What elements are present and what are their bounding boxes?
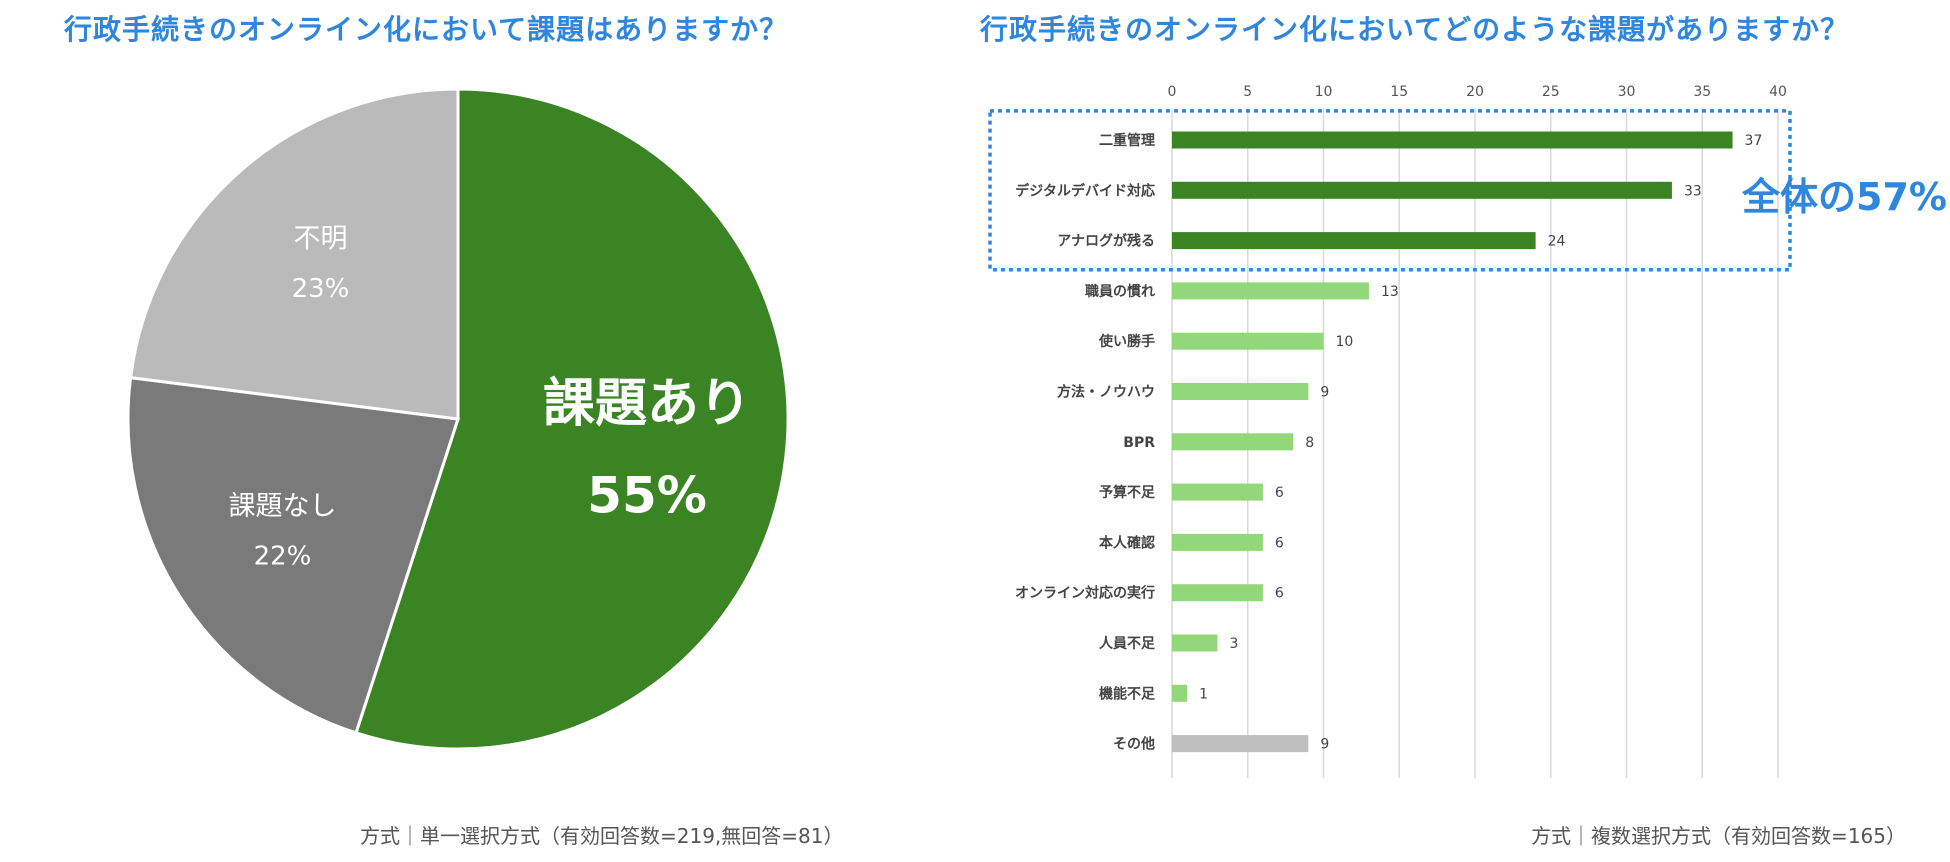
x-tick-label-2: 10 bbox=[1315, 84, 1333, 100]
pie-slice-value-2: 23% bbox=[292, 274, 350, 304]
category-label-2: アナログが残る bbox=[1057, 233, 1155, 250]
category-label-11: 機能不足 bbox=[1099, 685, 1156, 702]
bar-value-label-1: 33 bbox=[1684, 183, 1702, 199]
category-label-1: デジタルデバイド対応 bbox=[1015, 182, 1155, 199]
bar-0 bbox=[1172, 131, 1733, 149]
bar-7 bbox=[1172, 483, 1263, 501]
bar-value-label-2: 24 bbox=[1548, 234, 1566, 250]
bar-value-label-6: 8 bbox=[1305, 435, 1314, 451]
x-tick-label-8: 40 bbox=[1769, 84, 1787, 100]
x-tick-label-4: 20 bbox=[1466, 84, 1484, 100]
bar-value-label-11: 1 bbox=[1199, 686, 1208, 702]
bar-value-label-10: 3 bbox=[1229, 636, 1238, 652]
category-label-0: 二重管理 bbox=[1099, 132, 1155, 149]
category-label-8: 本人確認 bbox=[1099, 534, 1155, 551]
category-label-10: 人員不足 bbox=[1099, 635, 1156, 652]
bar-value-label-9: 6 bbox=[1275, 586, 1284, 602]
x-tick-label-0: 0 bbox=[1168, 84, 1177, 100]
x-tick-label-5: 25 bbox=[1542, 84, 1560, 100]
pie-slice-1 bbox=[126, 375, 460, 735]
category-label-4: 使い勝手 bbox=[1098, 333, 1155, 350]
bar-11 bbox=[1172, 684, 1188, 702]
bar-value-label-12: 9 bbox=[1320, 737, 1329, 753]
bar-3 bbox=[1172, 282, 1369, 300]
bar-8 bbox=[1172, 533, 1263, 551]
bar-chart: 0 5 10 15 20 25 30 35 40 二重管理 37 デジタルデバイド対応 33 アナログが残… bbox=[988, 84, 1792, 778]
category-label-3: 職員の慣れ bbox=[1085, 283, 1155, 300]
highlight-box bbox=[988, 109, 1792, 272]
bar-value-label-7: 6 bbox=[1275, 485, 1284, 501]
bar-value-label-5: 9 bbox=[1320, 385, 1329, 401]
pie-slice-label-0: 課題あり bbox=[543, 374, 751, 434]
bar-9 bbox=[1172, 584, 1263, 602]
category-label-7: 予算不足 bbox=[1099, 484, 1156, 501]
pie-slice-value-0: 55% bbox=[587, 466, 707, 524]
bar-value-label-8: 6 bbox=[1275, 535, 1284, 551]
category-label-5: 方法・ノウハウ bbox=[1057, 384, 1155, 401]
x-tick-label-1: 5 bbox=[1243, 84, 1252, 100]
pie-slice-0 bbox=[354, 87, 790, 751]
pie-slice-2 bbox=[128, 87, 460, 421]
x-tick-label-7: 35 bbox=[1693, 84, 1711, 100]
bar-1 bbox=[1172, 181, 1672, 199]
bar-6 bbox=[1172, 433, 1294, 451]
pie-slice-label-1: 課題なし bbox=[229, 491, 337, 522]
bar-10 bbox=[1172, 634, 1218, 652]
category-label-9: オンライン対応の実行 bbox=[1015, 585, 1155, 602]
pie-slice-label-2: 不明 bbox=[294, 224, 348, 255]
highlight-callout: 全体の57% bbox=[1742, 175, 1947, 219]
bar-5 bbox=[1172, 383, 1309, 400]
bar-value-label-0: 37 bbox=[1745, 133, 1763, 149]
bar-2 bbox=[1172, 232, 1536, 250]
pie-chart-title: 行政手続きのオンライン化において課題はありますか？ bbox=[64, 13, 789, 46]
bar-footnote: 方式｜複数選択方式（有効回答数=165） bbox=[1531, 824, 1906, 848]
pie-chart: 課題あり 55% 課題なし 22% 不明 23% bbox=[126, 87, 790, 751]
category-label-6: BPR bbox=[1123, 435, 1155, 451]
bar-chart-title: 行政手続きのオンライン化においてどのような課題がありますか？ bbox=[980, 13, 1850, 46]
pie-footnote: 方式｜単一選択方式（有効回答数=219,無回答=81） bbox=[360, 824, 844, 848]
bar-4 bbox=[1172, 332, 1324, 350]
bar-12 bbox=[1172, 735, 1309, 753]
x-tick-label-3: 15 bbox=[1390, 84, 1408, 100]
category-label-12: その他 bbox=[1113, 736, 1155, 753]
pie-slice-value-1: 22% bbox=[254, 542, 312, 572]
x-tick-label-6: 30 bbox=[1618, 84, 1636, 100]
bar-value-label-3: 13 bbox=[1381, 284, 1399, 300]
bar-value-label-4: 10 bbox=[1336, 334, 1354, 350]
